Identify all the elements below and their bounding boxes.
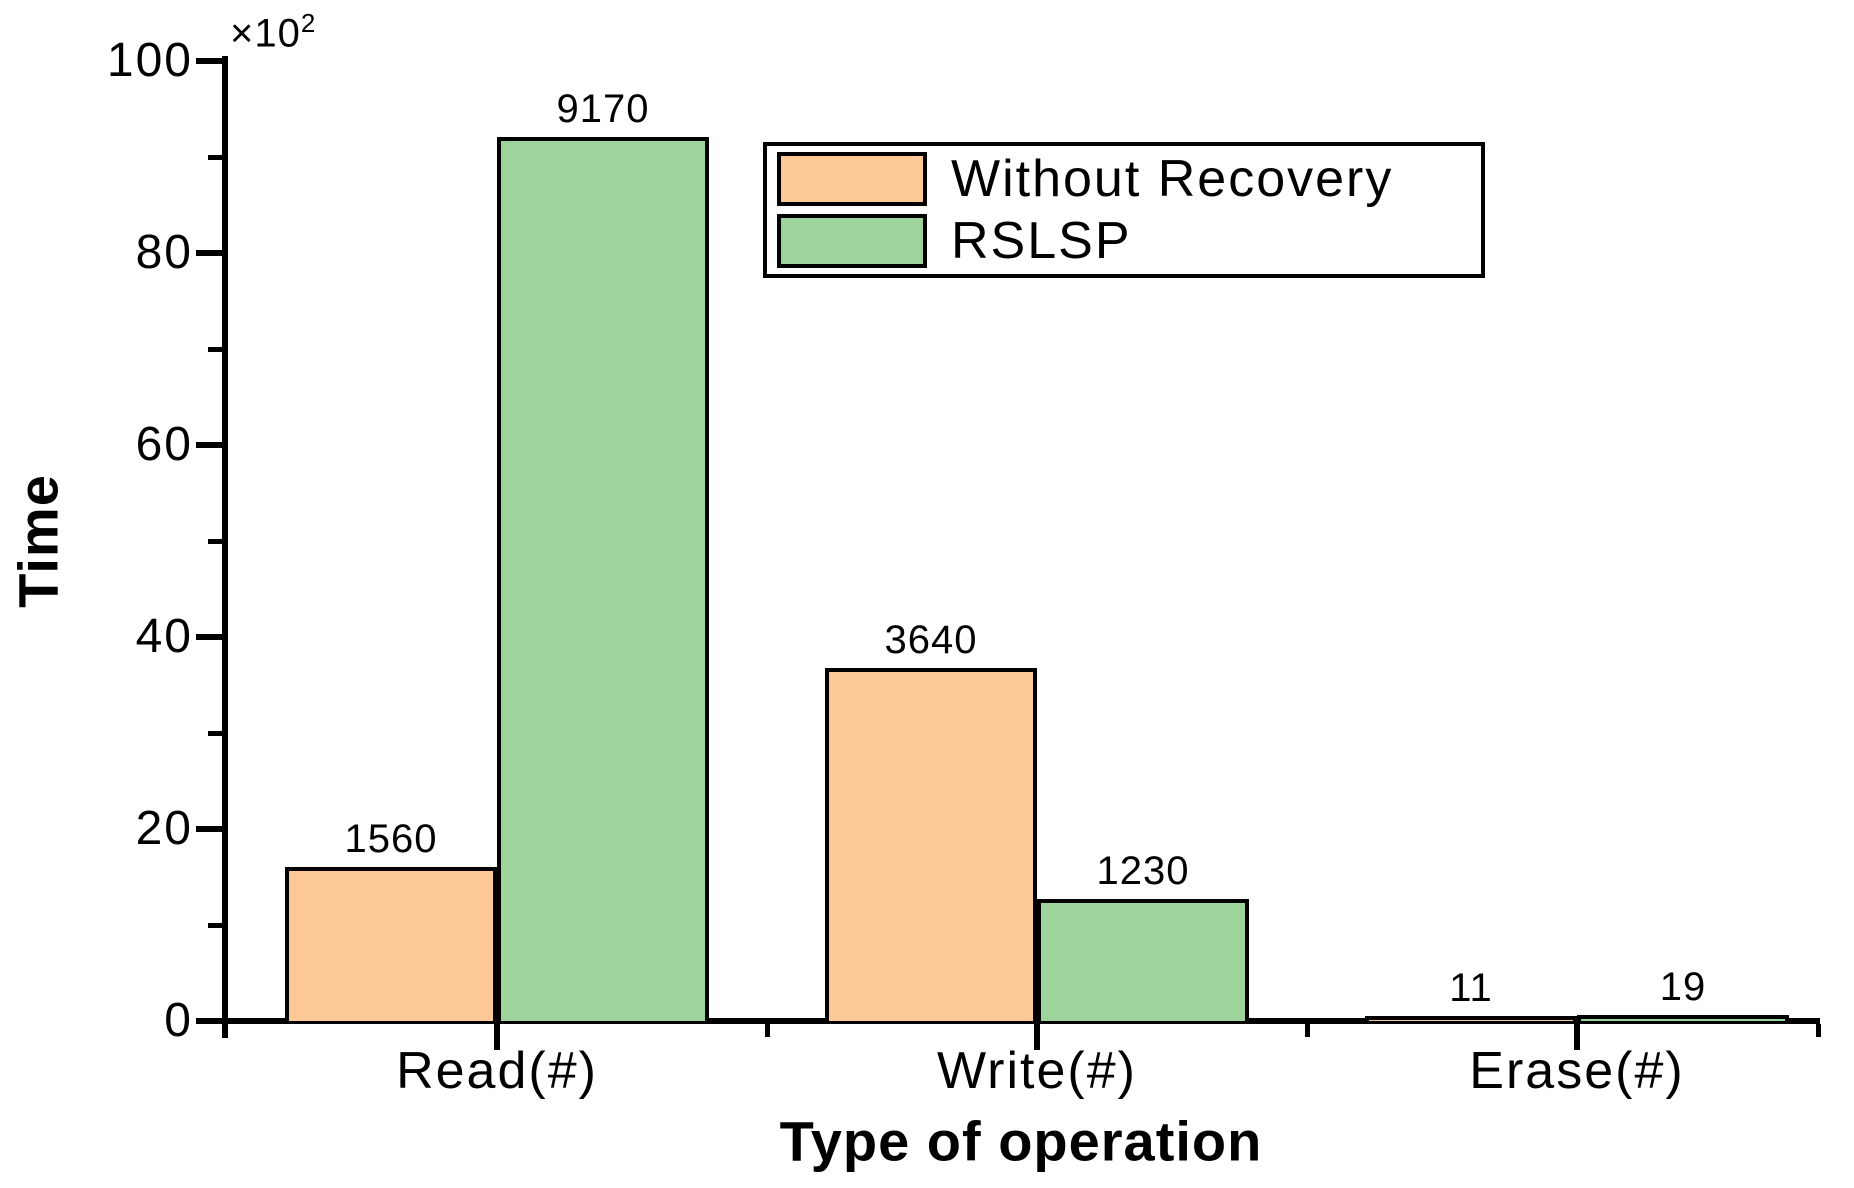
y-tick — [196, 250, 222, 256]
y-tick-label: 100 — [106, 34, 193, 87]
x-minor-tick — [1815, 1024, 1821, 1037]
x-tick — [494, 1024, 500, 1050]
bar-read-series1 — [497, 136, 709, 1021]
legend-item: Without Recovery — [777, 151, 1481, 207]
bar-write-series1 — [1037, 898, 1249, 1021]
y-tick-label: 80 — [135, 226, 193, 279]
y-minor-tick — [208, 923, 222, 928]
y-tick-label: 60 — [135, 418, 193, 471]
legend-swatch — [777, 213, 927, 268]
bar-value-label: 3640 — [884, 617, 978, 662]
bar-value-label: 19 — [1659, 965, 1707, 1010]
legend: Without Recovery RSLSP — [763, 142, 1485, 278]
x-axis-title: Type of operation — [779, 1109, 1263, 1173]
bar-value-label: 1230 — [1096, 848, 1190, 893]
bar-erase-series0 — [1365, 1015, 1577, 1021]
y-tick — [196, 442, 222, 448]
legend-label: RSLSP — [951, 211, 1132, 270]
bar-erase-series1 — [1577, 1015, 1789, 1021]
bar-value-label: 1560 — [344, 817, 438, 862]
bar-write-series0 — [825, 667, 1037, 1021]
x-tick-label: Read(#) — [396, 1042, 598, 1100]
x-minor-tick — [764, 1024, 770, 1037]
x-tick — [1034, 1024, 1040, 1050]
y-tick-label: 0 — [164, 994, 193, 1047]
x-tick-label: Write(#) — [937, 1042, 1137, 1100]
x-minor-tick — [1304, 1024, 1310, 1037]
bar-value-label: 9170 — [556, 86, 650, 131]
legend-label: Without Recovery — [951, 150, 1394, 209]
y-tick — [196, 1018, 222, 1024]
bar-read-series0 — [285, 867, 497, 1021]
y-minor-tick — [208, 347, 222, 352]
y-tick — [196, 826, 222, 832]
legend-swatch — [777, 152, 927, 207]
bar-value-label: 11 — [1449, 965, 1493, 1010]
y-tick — [196, 634, 222, 640]
y-tick-label: 20 — [135, 802, 193, 855]
x-tick — [1574, 1024, 1580, 1050]
y-axis-line — [222, 56, 228, 1038]
legend-item: RSLSP — [777, 213, 1481, 269]
x-tick-label: Erase(#) — [1469, 1042, 1685, 1100]
y-tick — [196, 58, 222, 64]
y-scale-base: ×10 — [230, 11, 301, 56]
y-minor-tick — [208, 155, 222, 160]
y-minor-tick — [208, 539, 222, 544]
y-minor-tick — [208, 731, 222, 736]
y-tick-label: 40 — [135, 610, 193, 663]
y-scale-multiplier: ×102 — [230, 8, 316, 56]
x-axis-line — [222, 1018, 1820, 1024]
y-scale-exponent: 2 — [300, 8, 317, 38]
